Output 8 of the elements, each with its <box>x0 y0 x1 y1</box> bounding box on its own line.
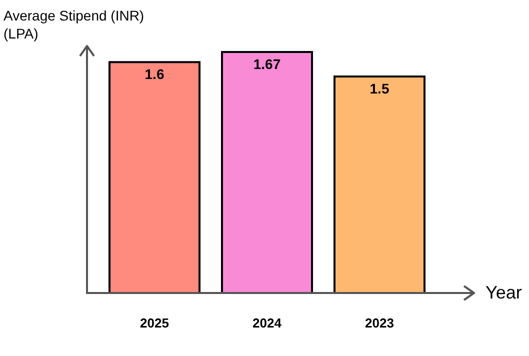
x-tick-label: 2025 <box>140 316 169 330</box>
x-tick-label: 2024 <box>252 316 282 330</box>
x-tick-label: 2023 <box>365 316 394 330</box>
x-axis-title: Year <box>486 282 522 302</box>
data-label: 1.67 <box>253 56 281 72</box>
data-label: 1.6 <box>144 66 164 82</box>
data-label: 1.5 <box>370 80 390 97</box>
y-axis-title: Average Stipend (INR) (LPA) <box>4 8 144 42</box>
